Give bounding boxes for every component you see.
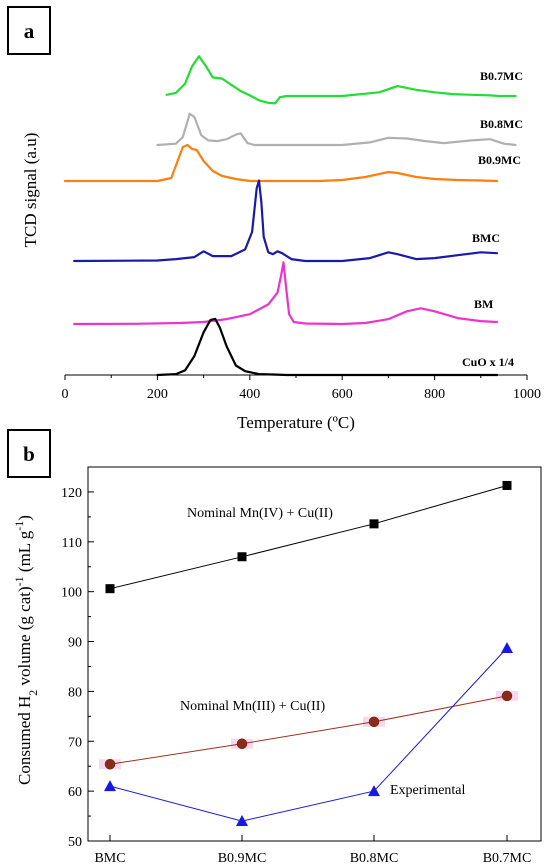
- tpr-curve-bm: [73, 261, 499, 326]
- tpr-curve-b0-9mc: [63, 143, 499, 183]
- data-point-nominal-mn-iii-cu-ii-b0-9mc: [236, 738, 248, 750]
- series-label-bmc: BMC: [472, 231, 500, 245]
- panel-a-series-labels: B0.7MC B0.8MC B0.9MC BMC BM CuO x 1/4: [462, 69, 523, 369]
- panel-b-plot-frame: [87, 466, 542, 842]
- category-label-b0-7mc: B0.7MC: [483, 851, 532, 866]
- data-point-nominal-mn-iii-cu-ii-b0-7mc: [501, 690, 513, 702]
- panel-b-y-title-sub-2: 2: [26, 690, 40, 696]
- annotation-nominal-mn-iv-cu-ii: Nominal Mn(IV) + Cu(II): [187, 506, 333, 521]
- series-label-b0-9mc: B0.9MC: [478, 153, 521, 167]
- y-tick-label-60: 60: [68, 785, 82, 800]
- panel-b-y-title-part-7: ): [15, 515, 34, 521]
- data-point-nominal-mn-iv-cu-ii-b0-8mc: [369, 519, 379, 529]
- series-label-b0-7mc: B0.7MC: [480, 69, 523, 83]
- x-tick-label-800: 800: [424, 387, 445, 402]
- y-tick-label-50: 50: [68, 835, 82, 850]
- panel-b-y-title-sup-2: -1: [12, 521, 26, 531]
- y-tick-label-120: 120: [61, 486, 82, 501]
- y-tick-label-110: 110: [62, 536, 82, 551]
- category-label-bmc: BMC: [94, 851, 125, 866]
- annotation-experimental: Experimental: [390, 783, 466, 798]
- panel-a-x-ticks: 0 200 400 600 800 1000: [62, 375, 541, 402]
- panel-b-y-axis-title: Consumed H2 volume (g cat)-1 (mL g-1): [12, 515, 40, 785]
- data-point-experimental-b0-9mc: [236, 815, 248, 827]
- series-line-nominal-mn-iii-cu-ii: [109, 695, 508, 765]
- panel-a-label: a: [24, 19, 35, 43]
- series-line-experimental: [109, 647, 508, 822]
- x-tick-label-0: 0: [62, 387, 69, 402]
- panel-a-tpr-chart: a 0 200 400 600 800 1000 Temperature (ºC) TCD…: [7, 6, 541, 432]
- x-tick-label-200: 200: [147, 387, 168, 402]
- tpr-curve-b0-8mc: [156, 112, 517, 147]
- data-point-nominal-mn-iv-cu-ii-bmc: [105, 584, 115, 594]
- data-point-nominal-mn-iv-cu-ii-b0-9mc: [237, 552, 247, 562]
- panel-a-x-axis-title: Temperature (ºC): [237, 413, 355, 432]
- x-tick-label-400: 400: [239, 387, 260, 402]
- y-tick-label-100: 100: [61, 586, 82, 601]
- panel-b-y-title-part-5: (mL g: [15, 530, 34, 576]
- x-tick-label-600: 600: [332, 387, 353, 402]
- y-tick-label-70: 70: [68, 735, 82, 750]
- data-point-nominal-mn-iii-cu-ii-b0-8mc: [368, 716, 380, 728]
- data-point-nominal-mn-iv-cu-ii-b0-7mc: [502, 480, 512, 490]
- tpr-curve-cuo-x-1-4: [156, 317, 499, 377]
- series-line-nominal-mn-iv-cu-ii: [109, 485, 508, 590]
- panel-b-h2-consumption-chart: b 50 60 70 80 90 100 110 120 BMC B0.9MC B0.8MC B0.…: [7, 429, 542, 866]
- data-point-experimental-bmc: [104, 780, 116, 792]
- y-tick-label-90: 90: [68, 636, 82, 651]
- series-label-bm: BM: [474, 297, 493, 311]
- panel-b-y-title-part-3: volume (g cat): [15, 586, 34, 689]
- panel-b-label-box: [7, 429, 51, 478]
- panel-b-y-title-part-1: Consumed H: [15, 696, 34, 785]
- data-point-experimental-b0-7mc: [501, 642, 513, 654]
- panel-a-y-axis-title: TCD signal (a.u): [21, 133, 40, 248]
- series-label-b0-8mc: B0.8MC: [480, 117, 523, 131]
- panel-b-y-title-sup-1: -1: [12, 576, 26, 586]
- panel-b-x-ticks: BMC B0.9MC B0.8MC B0.7MC: [94, 835, 531, 866]
- tpr-curve-bmc: [73, 179, 499, 263]
- x-tick-label-1000: 1000: [513, 387, 541, 402]
- data-point-nominal-mn-iii-cu-ii-bmc: [104, 758, 116, 770]
- series-label-cuo-x-1-4: CuO x 1/4: [462, 355, 514, 369]
- tpr-curve-b0-7mc: [165, 55, 517, 105]
- data-point-experimental-b0-8mc: [368, 785, 380, 797]
- y-tick-label-80: 80: [68, 685, 82, 700]
- panel-b-series-labels: Nominal Mn(IV) + Cu(II) Nominal Mn(III) +…: [180, 506, 466, 798]
- panel-b-label: b: [23, 442, 35, 466]
- annotation-nominal-mn-iii-cu-ii: Nominal Mn(III) + Cu(II): [180, 699, 325, 714]
- category-label-b0-9mc: B0.9MC: [218, 851, 267, 866]
- panel-a-series: [63, 55, 517, 377]
- panel-b-series: [99, 480, 518, 827]
- category-label-b0-8mc: B0.8MC: [350, 851, 399, 866]
- panel-b-y-ticks: 50 60 70 80 90 100 110 120: [61, 466, 94, 850]
- panel-a-label-box: [7, 6, 51, 55]
